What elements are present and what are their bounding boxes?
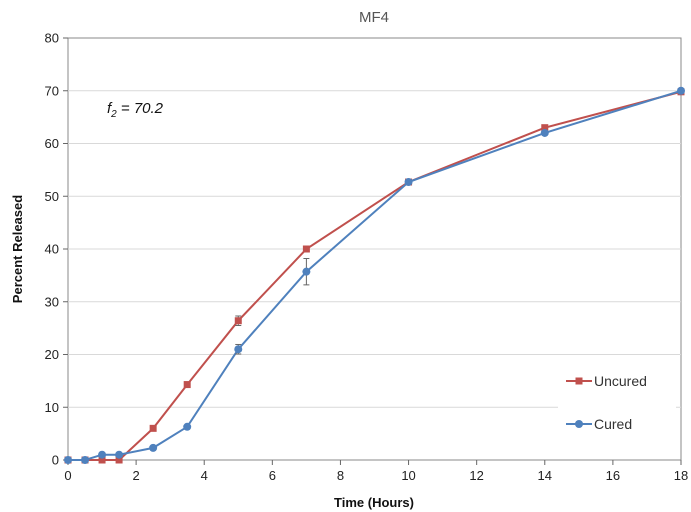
legend-box [558,360,676,448]
data-point-uncured [183,381,191,389]
x-tick-label: 12 [469,468,483,483]
f2-annotation: f2 = 70.2 [107,100,164,120]
f2-subscript: 2 [110,109,117,120]
data-point-cured [81,456,90,464]
legend-label-uncured: Uncured [594,373,647,389]
data-point-cured [677,86,685,95]
x-tick-label: 10 [401,468,415,483]
data-point-uncured [115,456,123,464]
x-tick-label: 2 [132,468,139,483]
y-axis-title: Percent Released [10,195,25,303]
legend-marker-cured [575,420,583,428]
axes [63,37,682,465]
data-point-cured [115,450,124,459]
legend-label-cured: Cured [594,416,632,432]
data-point-cured [540,128,549,137]
x-tick-label: 16 [606,468,620,483]
data-point-cured [149,443,158,452]
data-point-cured [64,456,72,464]
x-tick-label: 18 [674,468,688,483]
x-tick-label: 4 [201,468,208,483]
data-point-uncured [98,456,106,464]
y-tick-label: 60 [45,136,59,151]
x-axis-title: Time (Hours) [334,495,414,510]
f2-value: = 70.2 [117,100,164,117]
x-tick-label: 0 [64,468,71,483]
y-tick-label: 0 [52,453,59,468]
data-point-uncured [234,317,242,325]
data-point-uncured [541,124,549,132]
x-tick-label: 6 [269,468,276,483]
y-tick-label: 30 [45,294,59,309]
x-tick-label: 8 [337,468,344,483]
y-tick-label: 70 [45,83,59,98]
data-point-cured [234,345,243,354]
data-point-uncured [149,424,157,432]
legend-marker-uncured [575,377,583,385]
data-point-cured [404,178,413,187]
data-point-cured [183,422,192,431]
series-layer [64,86,685,464]
tick-labels: 0 10 20 30 40 50 60 70 80 0 2 4 6 8 10 12 14 16 18 [45,31,689,484]
x-tick-label: 14 [538,468,552,483]
f2-symbol: f [107,100,113,117]
data-point-cured [302,267,311,276]
chart-title: MF4 [359,9,389,26]
legend: Uncured Cured [558,360,676,448]
data-point-uncured [302,245,310,253]
y-tick-label: 80 [45,31,59,46]
data-point-cured [98,450,107,459]
y-tick-label: 20 [45,347,59,362]
y-tick-label: 10 [45,400,59,415]
y-tick-label: 50 [45,189,59,204]
y-tick-label: 40 [45,242,59,257]
